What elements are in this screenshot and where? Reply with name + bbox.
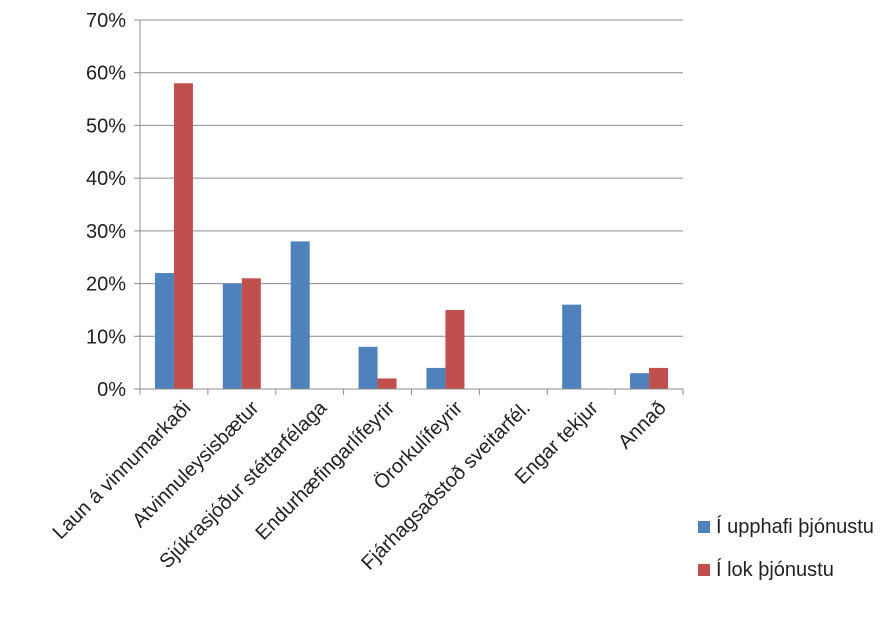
y-tick-labels: 0% 10% 20% 30% 40% 50% 60% 70% [86,10,126,401]
bar-series-1-4 [358,346,378,389]
bar-series-1-2 [222,283,242,389]
y-tick-label: 10% [86,326,126,348]
bar-series-2-5 [445,309,465,389]
bar-series-1-5 [426,367,446,389]
bar-series-1-1 [154,273,174,389]
legend-label-1: Í upphafi þjónustu [716,515,874,538]
bar-series-1-3 [290,241,310,389]
bar-series-2-2 [241,278,261,389]
bar-series-2-1 [173,83,193,389]
y-tick-label: 0% [97,379,126,401]
legend-swatch-1 [698,521,710,533]
y-tick-label: 30% [86,221,126,243]
x-category-label: Atvinnuleysisbætur [128,397,263,532]
x-tick-labels: Laun á vinnumarkaðiAtvinnuleysisbæturSjú… [49,396,671,574]
bar-series-2-4 [377,378,397,389]
y-tick-label: 40% [86,168,126,190]
gridlines [140,19,683,337]
y-tick-label: 60% [86,63,126,85]
legend-label-2: Í lok þjónustu [716,558,834,581]
axes [134,19,684,395]
bars [154,83,669,389]
bar-series-1-7 [562,304,582,389]
legend-swatch-2 [698,564,710,576]
y-tick-label: 20% [86,274,126,296]
bar-series-2-8 [649,367,669,389]
bar-series-1-8 [630,373,650,389]
x-category-label: Annað [614,397,670,453]
legend: Í upphafi þjónustu Í lok þjónustu [698,515,874,581]
y-tick-label: 70% [86,10,126,32]
y-tick-label: 50% [86,115,126,137]
